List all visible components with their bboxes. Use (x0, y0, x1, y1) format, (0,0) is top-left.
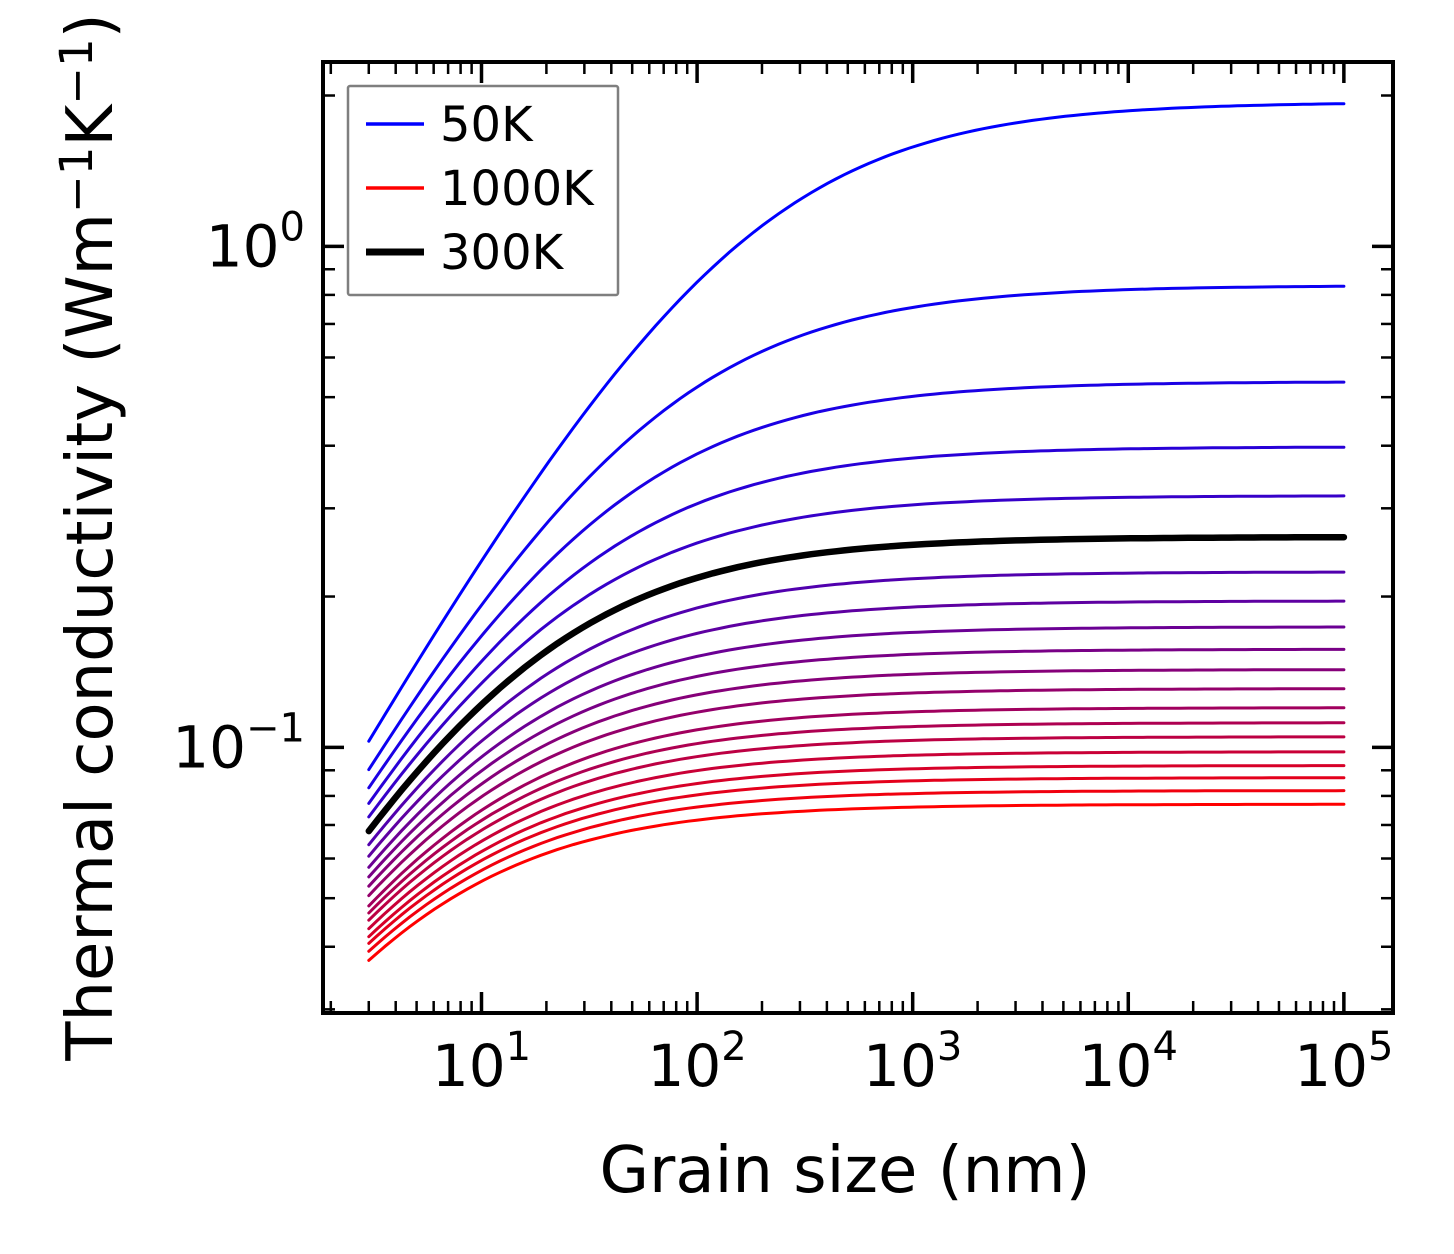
curve-300K (365, 533, 1348, 835)
legend-box (346, 84, 620, 297)
x-tick-label-10e3: 103 (863, 1024, 962, 1100)
curve-150K (367, 380, 1346, 790)
y-tick-labels: 100 10−1 (172, 204, 305, 781)
y-axis-label: Thermal conductivity (Wm−1K−1) (50, 13, 128, 1061)
x-tick-label-10e1: 101 (432, 1024, 531, 1100)
curve-250K (367, 494, 1346, 819)
curve-800K (367, 750, 1346, 931)
curve-900K (367, 776, 1346, 945)
curve-50K (367, 102, 1346, 743)
x-tick-label-10e2: 102 (647, 1024, 746, 1100)
curve-400K (367, 599, 1346, 858)
x-axis-label: Grain size (nm) (599, 1134, 1090, 1208)
y-tick-label-10e0: 100 (206, 204, 305, 280)
y-tick-label-10e−1: 10−1 (172, 705, 305, 781)
curve-200K (367, 445, 1346, 805)
legend-label-50K: 50K (440, 97, 534, 153)
legend: 50K 1000K 300K (346, 84, 620, 297)
curve-550K (367, 668, 1346, 888)
legend-label-300K: 300K (440, 225, 565, 281)
curve-350K (367, 570, 1346, 847)
plot-frame (321, 60, 1395, 1015)
x-tick-label-10e5: 105 (1294, 1024, 1393, 1100)
curve-850K (367, 764, 1346, 939)
curve-650K (367, 706, 1346, 908)
curve-group (365, 102, 1348, 962)
curve-100K (367, 284, 1346, 772)
curve-450K (367, 625, 1346, 869)
x-tick-labels: 101 102 103 104 105 (432, 1024, 1394, 1100)
curve-1000K (367, 802, 1346, 962)
legend-label-1000K: 1000K (440, 161, 595, 217)
curve-750K (367, 735, 1346, 922)
curve-700K (367, 721, 1346, 915)
curve-500K (367, 647, 1346, 879)
x-tick-label-10e4: 104 (1079, 1024, 1178, 1100)
curve-950K (367, 789, 1346, 953)
curve-600K (367, 687, 1346, 898)
